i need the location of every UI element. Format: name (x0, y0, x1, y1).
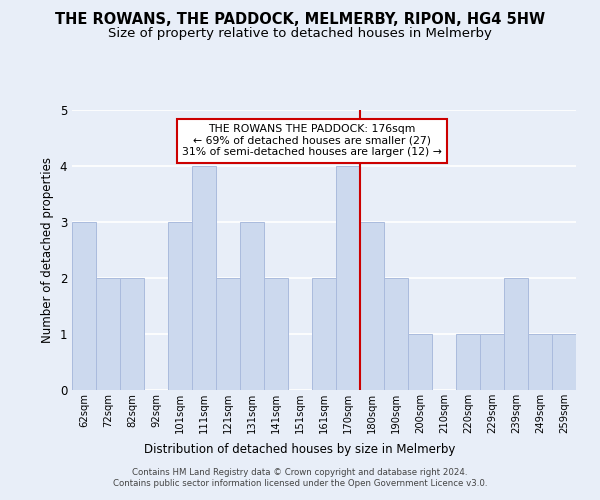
Bar (96, 278, 120, 390)
Text: THE ROWANS THE PADDOCK: 176sqm
← 69% of detached houses are smaller (27)
31% of : THE ROWANS THE PADDOCK: 176sqm ← 69% of … (182, 124, 442, 157)
Bar (168, 222, 192, 390)
Text: THE ROWANS, THE PADDOCK, MELMERBY, RIPON, HG4 5HW: THE ROWANS, THE PADDOCK, MELMERBY, RIPON… (55, 12, 545, 28)
Bar (360, 222, 384, 390)
Bar (456, 334, 480, 390)
Text: Size of property relative to detached houses in Melmerby: Size of property relative to detached ho… (108, 28, 492, 40)
Bar (504, 278, 528, 390)
Bar (408, 334, 432, 390)
Bar (312, 278, 336, 390)
Bar (72, 222, 96, 390)
Y-axis label: Number of detached properties: Number of detached properties (41, 157, 54, 343)
Bar (120, 278, 144, 390)
Bar (192, 166, 216, 390)
Bar (528, 334, 552, 390)
Bar (336, 166, 360, 390)
Bar (216, 278, 240, 390)
Bar (264, 278, 288, 390)
Bar (480, 334, 504, 390)
Bar (384, 278, 408, 390)
Text: Contains HM Land Registry data © Crown copyright and database right 2024.
Contai: Contains HM Land Registry data © Crown c… (113, 468, 487, 487)
Bar (240, 222, 264, 390)
Text: Distribution of detached houses by size in Melmerby: Distribution of detached houses by size … (145, 442, 455, 456)
Bar (552, 334, 576, 390)
